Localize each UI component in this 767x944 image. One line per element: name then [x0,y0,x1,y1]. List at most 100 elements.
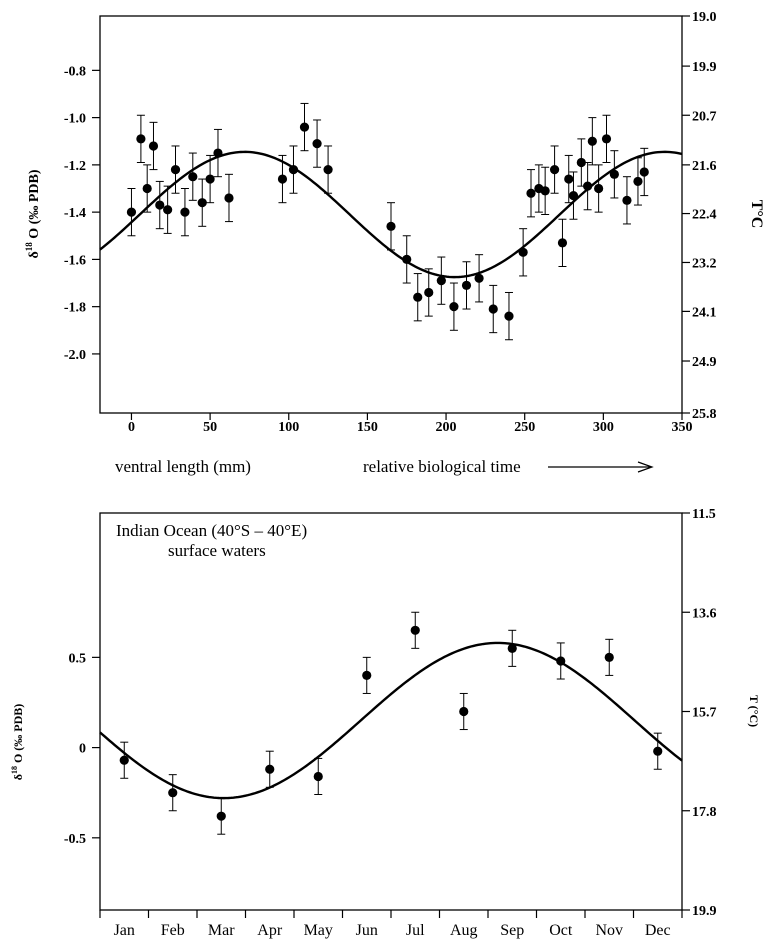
data-point [459,692,469,731]
data-point [277,154,288,204]
top-axis-ticks: 0 50 100 150 200 250 300 350 -0.8 -1.0 -1.2 -1.4 -1.… [64,10,717,435]
data-point [518,228,528,277]
x-tick-label: 350 [672,420,693,435]
top-y-axis-label: δ18 O (‰ PDB) [24,169,42,258]
data-point [213,128,223,178]
data-point [163,185,173,234]
marker [163,205,173,215]
marker [449,302,459,312]
marker [136,134,146,144]
data-point [653,732,663,770]
bottom-seasonal-curve [99,641,683,800]
data-point [540,166,550,215]
time-arrow-head [637,461,654,473]
marker [170,165,181,175]
marker [488,304,498,314]
data-point [449,282,459,331]
right-y-tick-label: 24.1 [692,305,717,320]
y-tick-label: -0.5 [64,832,86,847]
data-point [557,218,568,267]
bottom-y-axis-label: δ18 O (‰ PDB) [10,704,25,781]
data-point [587,117,597,166]
x-tick-label: Jan [114,922,135,939]
marker [126,207,137,217]
x-tick-label: Mar [208,922,235,939]
marker [155,200,165,210]
marker [142,183,152,194]
data-point [155,180,165,230]
marker [402,254,412,264]
x-tick-label: Jul [406,922,425,939]
y-tick-label: 0 [79,742,86,757]
data-point [622,176,632,225]
x-tick-label: 300 [593,420,614,435]
bottom-annotation-title: Indian Ocean (40°S – 40°E) [116,521,307,540]
y-tick-label: -0.8 [64,64,86,79]
data-point [323,145,333,194]
data-point [583,162,593,211]
bottom-right-axis-label: T (°C) [747,695,761,727]
x-tick-label: 50 [203,420,217,435]
marker [119,755,129,765]
marker [609,169,619,179]
data-point [576,138,586,187]
marker [277,174,288,184]
right-y-tick-label: 13.6 [692,606,717,621]
data-point [265,750,275,788]
top-data-points [126,102,649,341]
y-tick-label: -1.6 [64,253,86,268]
marker [549,165,560,175]
data-point [224,173,234,223]
y-tick-label: 0.5 [69,651,87,666]
data-point [126,188,137,237]
marker [197,198,207,208]
marker [288,165,299,175]
data-point [609,150,619,199]
data-point [288,145,299,194]
x-tick-label: 0 [128,420,135,435]
data-point [142,164,152,213]
data-point [180,188,190,237]
marker [507,643,517,653]
data-point [313,757,323,796]
x-tick-label: Oct [549,922,573,939]
right-y-tick-label: 15.7 [692,706,717,721]
x-tick-label: Feb [161,922,185,939]
data-point [633,157,643,206]
bottom-axis-ticks: Jan Feb Mar Apr May Jun Jul Aug Sep Oct Nov Dec 0.5 0… [64,507,717,939]
marker [410,625,420,635]
marker [213,148,223,158]
data-point [594,164,604,213]
marker [653,746,663,756]
seasonal-fit-line [99,150,683,279]
marker [622,195,632,205]
marker [594,183,604,194]
data-point [424,268,434,317]
data-point [556,642,566,680]
right-y-tick-label: 20.7 [692,109,717,124]
marker [526,188,536,198]
y-tick-label: -1.0 [64,112,86,127]
data-point [564,154,574,204]
data-point [299,102,310,152]
bottom-data-points [119,611,663,835]
data-point [436,256,446,305]
bottom-chart: Jan Feb Mar Apr May Jun Jul Aug Sep Oct Nov Dec 0.5 0… [10,507,761,939]
x-tick-label: 150 [357,420,378,435]
data-point [604,638,614,676]
right-y-tick-label: 17.8 [692,805,717,820]
data-point [461,261,472,310]
right-y-tick-label: 19.0 [692,10,717,25]
marker [556,656,566,666]
data-point [413,273,423,322]
data-point [601,114,612,164]
data-point [362,656,372,694]
marker [557,238,568,248]
top-seasonal-curve [99,150,683,279]
data-point [474,254,484,303]
data-point [386,202,396,251]
marker [205,174,215,184]
x-tick-label: Jun [356,922,378,939]
data-point [119,741,129,779]
